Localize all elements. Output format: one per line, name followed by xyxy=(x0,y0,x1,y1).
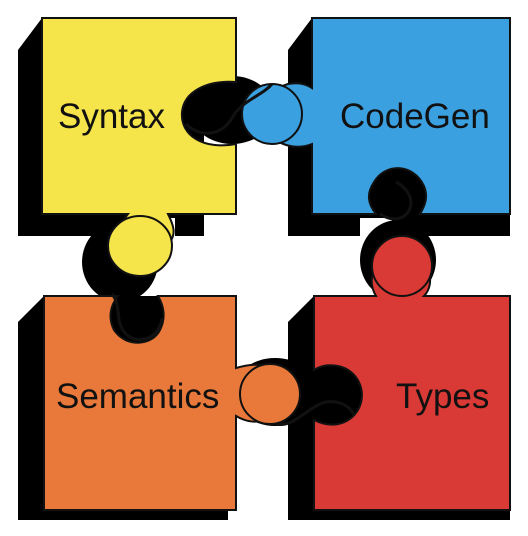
codegen-piece-body xyxy=(263,17,511,215)
syntax-label: Syntax xyxy=(58,97,165,136)
syntax-semantics-link xyxy=(110,293,164,341)
connector-links xyxy=(110,82,413,427)
semantics-label: Semantics xyxy=(56,377,219,416)
syntax-codegen-link xyxy=(184,82,274,135)
codegen-left-tab xyxy=(241,83,303,145)
codegen-piece xyxy=(241,17,511,215)
codegen-label: CodeGen xyxy=(340,97,490,136)
codegen-types-link xyxy=(379,180,413,221)
semantics-piece xyxy=(43,295,301,511)
semantics-types-link xyxy=(275,400,356,427)
types-piece xyxy=(313,235,511,511)
syntax-bottom-tab xyxy=(107,215,173,277)
types-top-tab xyxy=(371,235,433,297)
types-label: Types xyxy=(396,377,489,416)
semantics-right-tab xyxy=(239,363,301,425)
syntax-piece xyxy=(41,17,237,277)
